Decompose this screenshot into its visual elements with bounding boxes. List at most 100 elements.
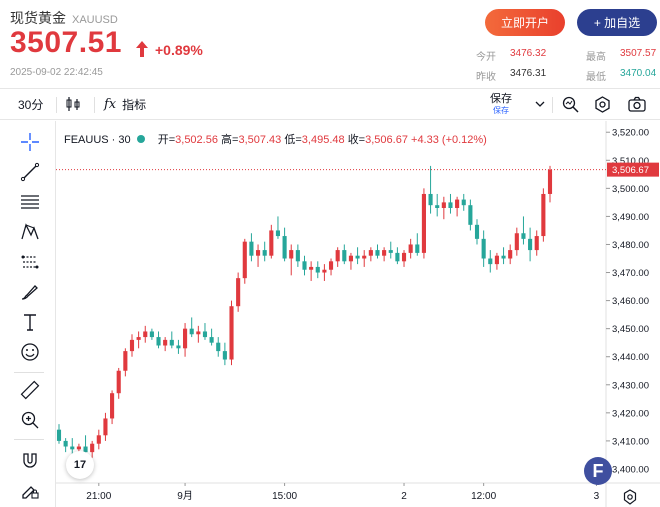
candle-body [534,236,539,251]
save-label: 保存 [490,93,512,105]
candle-body [395,252,400,262]
quote-header: 现货黄金 XAUUSD 3507.51 +0.89% 2025-09-02 22:… [0,0,660,88]
toolbar-divider [552,97,553,113]
stat-low: 最低 3470.04 [586,68,656,83]
magnet-tool[interactable] [16,447,44,473]
gear-icon[interactable] [622,489,638,505]
trend-line-tool[interactable] [16,159,44,185]
candle-body [408,244,413,253]
indicators-button[interactable]: fx 指标 [104,89,146,119]
stat-prev-value: 3476.31 [510,68,547,79]
interval-selector[interactable]: 30分 [18,97,44,112]
candle-body [528,238,533,251]
stat-low-label: 最低 [586,72,606,83]
candle-body [362,255,367,259]
lock-drawing-tool[interactable] [16,477,44,503]
zoom-in-tool[interactable] [16,407,44,433]
open-account-button[interactable]: 立即开户 [485,9,565,36]
candle-body [295,250,300,262]
candle-body [76,446,81,450]
save-button[interactable]: 保存 保存 [490,94,512,116]
candle-body [196,331,201,335]
candle-body [143,331,148,338]
candle-body [176,345,181,349]
candlestick-chart[interactable]: 3,520.00 3,510.00 3,500.00 3,490.00 3,480.00… [56,121,660,507]
pattern-tool[interactable] [16,219,44,245]
candle-body [428,193,433,206]
toolbar-divider [56,97,57,113]
y-tick-label: 3,410.00 [612,436,649,447]
candle-body [302,261,307,270]
candle-body [136,337,141,340]
search-chart-button[interactable] [562,89,579,119]
chart-area[interactable]: 3,520.00 3,510.00 3,500.00 3,490.00 3,480.00… [56,121,660,507]
stat-prev-close: 昨收 3476.31 [476,68,546,83]
y-tick-label: 3,510.00 [612,156,649,167]
candle-body [255,250,261,256]
y-tick-label: 3,470.00 [612,268,649,279]
x-tick-label: 15:00 [272,491,297,502]
instrument-symbol: XAUUSD [72,14,118,26]
candle-body [375,250,380,256]
fib-tool[interactable] [16,189,44,215]
candle-body [328,261,334,270]
measure-tool[interactable] [16,249,44,275]
stat-high: 最高 3507.57 [586,48,656,63]
candle-body [169,339,174,346]
x-tick-label: 9月 [177,490,193,502]
candle-body [129,339,135,352]
emoji-tool[interactable] [16,339,44,365]
y-tick-label: 3,500.00 [612,184,649,195]
candle-body [508,250,513,259]
measure-icon [21,255,39,269]
add-watchlist-button[interactable]: + 加自选 [577,9,657,36]
legend-open: 3,502.56 [175,134,218,146]
text-tool[interactable] [16,309,44,335]
legend-high: 3,507.43 [238,134,282,146]
candle-body [202,331,208,338]
candle-body [481,238,486,259]
last-price: 3507.51 [10,26,122,59]
candle-body [494,255,499,265]
candle-body [229,306,234,360]
tradingview-logo[interactable]: 17 [66,451,94,479]
emoji-icon [21,343,39,361]
brush-icon [21,285,38,300]
legend-low: 3,495.48 [301,134,345,146]
legend-open-label: 开= [157,134,176,146]
tool-divider [14,372,44,373]
candle-body [83,446,88,453]
instrument-title: 现货黄金 XAUUSD [10,8,118,28]
y-tick-label: 3,440.00 [612,352,649,363]
candle-body [216,342,221,352]
candle-body [63,440,68,447]
candle-body [275,230,281,237]
candles-button[interactable] [66,89,80,119]
candle-body [501,255,506,259]
toolbar-divider [94,97,95,113]
crosshair-tool[interactable] [16,129,44,155]
tv-logo-icon: 17 [73,459,87,471]
last-price-label: 3,506.67 [612,165,649,176]
up-arrow-icon [136,41,148,57]
screenshot-button[interactable] [628,89,646,119]
ruler-tool[interactable] [16,377,44,403]
settings-button[interactable] [594,89,611,119]
y-tick-label: 3,520.00 [612,128,649,139]
ohlc-legend: FEAUUS · 30 开=3,502.56 高=3,507.43 低=3,49… [64,131,487,147]
f-badge-button[interactable]: F [584,457,612,485]
candle-body [474,224,480,239]
candle-body [103,418,108,436]
candle-body [448,202,453,208]
search-chart-icon [562,96,579,113]
candle-body [315,266,320,273]
instrument-name: 现货黄金 [10,10,66,26]
stat-prev-label: 昨收 [476,72,496,83]
brush-tool[interactable] [16,279,44,305]
candle-body [541,193,546,237]
legend-change: +4.33 (+0.12%) [411,134,487,146]
save-dropdown[interactable] [535,89,545,119]
legend-high-label: 高= [221,134,239,146]
candle-body [149,331,154,338]
candle-body [322,269,327,273]
